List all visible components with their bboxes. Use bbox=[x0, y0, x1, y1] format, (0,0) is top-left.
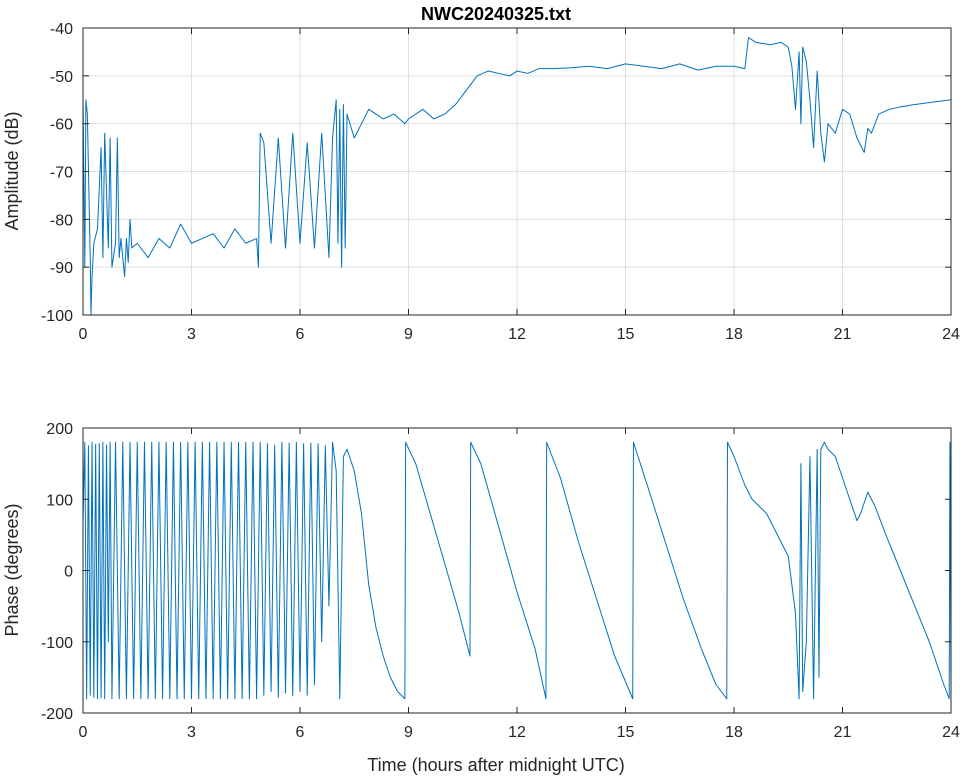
y-tick-label: 200 bbox=[46, 421, 73, 438]
x-tick-label: 3 bbox=[187, 326, 196, 343]
x-tick-label: 15 bbox=[617, 724, 635, 741]
x-tick-label: 6 bbox=[296, 326, 305, 343]
phase-ticks: 0 3 6 9 12 15 18 21 24 200 100 0 -100 -200 bbox=[41, 421, 960, 741]
x-tick-label: 0 bbox=[79, 724, 88, 741]
x-tick-label: 0 bbox=[79, 326, 88, 343]
x-tick-label: 24 bbox=[942, 724, 960, 741]
plot-title: NWC20240325.txt bbox=[421, 4, 571, 24]
x-axis-label: Time (hours after midnight UTC) bbox=[367, 755, 624, 775]
y-tick-label: 100 bbox=[46, 492, 73, 509]
y-tick-label: -90 bbox=[50, 260, 73, 277]
x-tick-label: 9 bbox=[404, 326, 413, 343]
y-tick-label: -50 bbox=[50, 69, 73, 86]
y-tick-label: -70 bbox=[50, 165, 73, 182]
y-tick-label: -100 bbox=[41, 308, 73, 325]
y-tick-label: 0 bbox=[64, 564, 73, 581]
x-tick-label: 12 bbox=[508, 724, 526, 741]
x-tick-label: 18 bbox=[725, 724, 743, 741]
x-tick-label: 6 bbox=[296, 724, 305, 741]
y-tick-label: -40 bbox=[50, 21, 73, 38]
phase-series-line bbox=[83, 441, 951, 700]
x-tick-label: 15 bbox=[617, 326, 635, 343]
y-tick-label: -100 bbox=[41, 635, 73, 652]
amplitude-panel: 0 3 6 9 12 15 18 21 24 -40 -50 -60 -70 -80 -90 -100 Amp… bbox=[2, 21, 960, 343]
y-tick-label: -200 bbox=[41, 706, 73, 723]
x-tick-label: 12 bbox=[508, 326, 526, 343]
amplitude-series-line bbox=[83, 37, 951, 315]
phase-y-axis-label: Phase (degrees) bbox=[2, 503, 22, 636]
x-tick-label: 18 bbox=[725, 326, 743, 343]
x-tick-label: 21 bbox=[834, 326, 852, 343]
x-tick-label: 9 bbox=[404, 724, 413, 741]
y-tick-label: -80 bbox=[50, 212, 73, 229]
phase-panel: 0 3 6 9 12 15 18 21 24 200 100 0 -100 -200 Phase (deg… bbox=[2, 421, 960, 775]
amplitude-ticks: 0 3 6 9 12 15 18 21 24 -40 -50 -60 -70 -80 -90 -100 bbox=[41, 21, 960, 343]
x-tick-label: 24 bbox=[942, 326, 960, 343]
y-tick-label: -60 bbox=[50, 117, 73, 134]
x-tick-label: 3 bbox=[187, 724, 196, 741]
x-tick-label: 21 bbox=[834, 724, 852, 741]
amplitude-y-axis-label: Amplitude (dB) bbox=[2, 111, 22, 230]
